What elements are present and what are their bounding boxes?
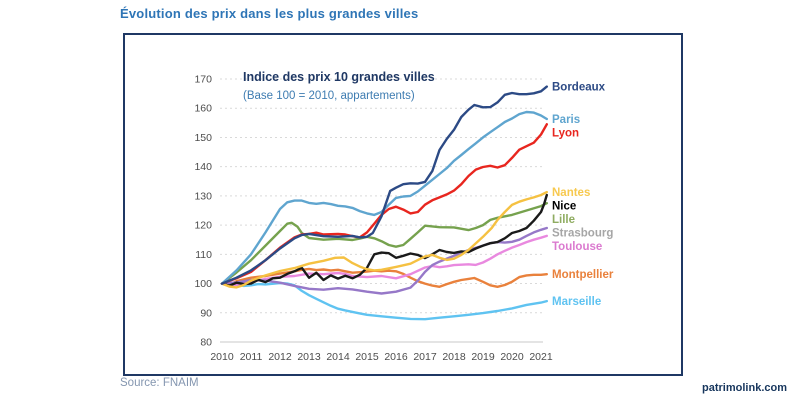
label-nice: Nice — [552, 201, 576, 213]
x-tick-2012: 2012 — [268, 351, 292, 363]
y-tick-130: 130 — [194, 190, 212, 202]
price-index-line-chart: 80 90 100 110 120 130 140 150 160 170 2010 2011 2012… — [194, 70, 614, 363]
series-lines — [220, 85, 548, 321]
y-tick-170: 170 — [194, 74, 212, 86]
x-tick-2013: 2013 — [297, 351, 321, 363]
y-tick-90: 90 — [200, 307, 212, 319]
y-tick-110: 110 — [195, 249, 212, 261]
source-note: Source: FNAIM — [120, 377, 199, 389]
line-marseille — [220, 281, 548, 321]
x-tick-2020: 2020 — [500, 351, 524, 363]
chart-panel: 80 90 100 110 120 130 140 150 160 170 2010 2011 2012… — [123, 33, 683, 376]
y-tick-160: 160 — [194, 103, 212, 115]
x-tick-2010: 2010 — [210, 351, 234, 363]
page-title: Évolution des prix dans les plus grandes… — [120, 6, 419, 21]
line-paris — [220, 110, 548, 285]
label-nantes: Nantes — [552, 187, 590, 199]
x-tick-2015: 2015 — [355, 351, 379, 363]
x-tick-2016: 2016 — [384, 351, 408, 363]
line-nantes — [220, 190, 548, 289]
line-nice — [220, 193, 548, 287]
y-tick-150: 150 — [194, 132, 212, 144]
axis-tick-labels: 80 90 100 110 120 130 140 150 160 170 2010 2011 2012… — [194, 74, 552, 363]
x-tick-2017: 2017 — [413, 351, 437, 363]
label-lyon: Lyon — [552, 128, 579, 140]
y-tick-100: 100 — [194, 278, 212, 290]
x-tick-2021: 2021 — [529, 351, 553, 363]
x-tick-2018: 2018 — [442, 351, 466, 363]
y-tick-120: 120 — [194, 220, 212, 232]
label-paris: Paris — [552, 114, 580, 126]
label-marseille: Marseille — [552, 296, 601, 308]
y-tick-80: 80 — [200, 337, 212, 349]
line-bordeaux — [220, 85, 548, 285]
x-tick-2011: 2011 — [240, 351, 263, 363]
line-lille — [220, 201, 548, 285]
line-lyon — [220, 123, 548, 285]
label-bordeaux: Bordeaux — [552, 82, 606, 94]
label-toulouse: Toulouse — [552, 241, 602, 253]
gridlines — [220, 78, 543, 343]
y-tick-140: 140 — [194, 161, 212, 173]
label-lille: Lille — [552, 214, 575, 226]
chart-title: Indice des prix 10 grandes villes — [243, 70, 435, 84]
x-tick-2019: 2019 — [471, 351, 495, 363]
watermark: patrimolink.com — [702, 382, 787, 394]
chart-subtitle: (Base 100 = 2010, appartements) — [243, 90, 415, 102]
label-strasbourg: Strasbourg — [552, 228, 613, 240]
label-montpellier: Montpellier — [552, 269, 614, 281]
line-montpellier — [220, 267, 548, 288]
x-tick-2014: 2014 — [326, 351, 350, 363]
line-strasbourg — [220, 226, 548, 295]
